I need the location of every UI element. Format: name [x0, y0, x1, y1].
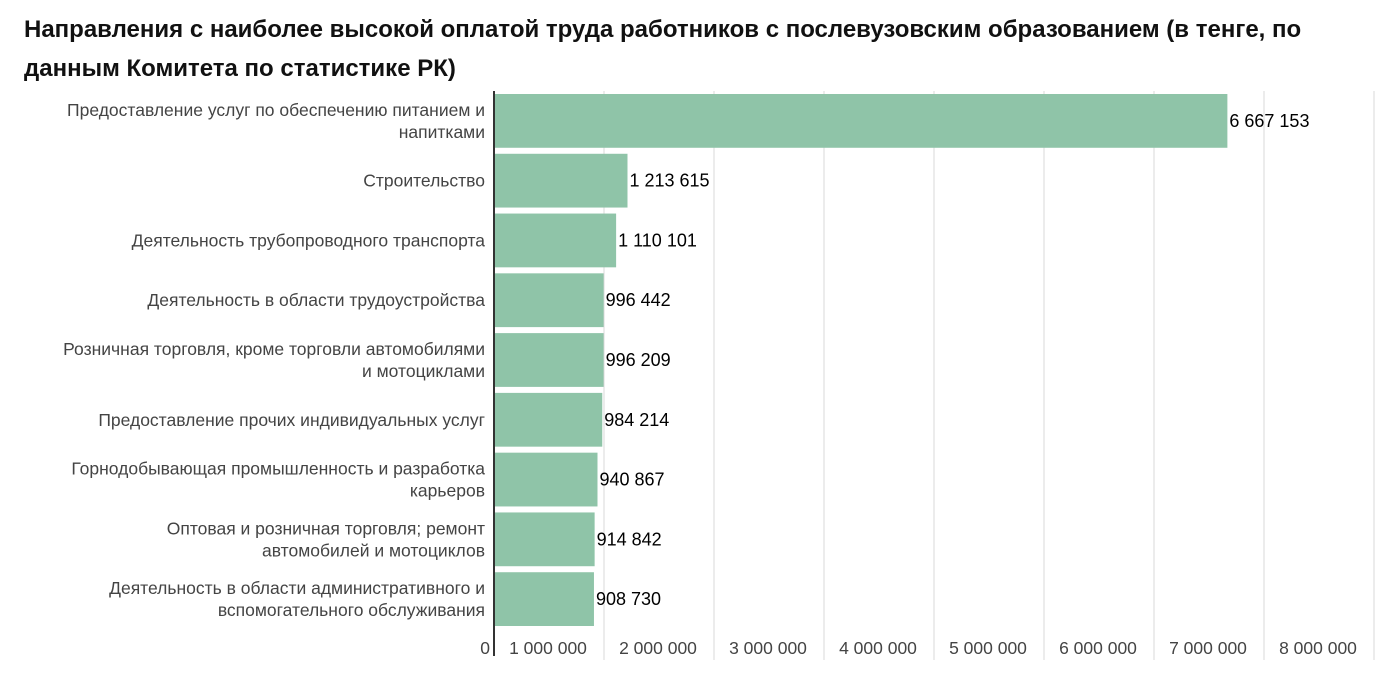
bar — [494, 392, 603, 447]
x-tick-label: 6 000 000 — [1059, 638, 1137, 658]
x-tick-label: 8 000 000 — [1279, 638, 1357, 658]
category-label: Деятельность в области трудоустройства — [147, 290, 485, 310]
data-label: 1 110 101 — [618, 230, 697, 250]
category-label: автомобилей и мотоциклов — [262, 540, 485, 560]
x-axis-ticks: 0 1 000 000 2 000 000 3 000 000 4 000 000 5 0… — [480, 638, 1357, 658]
category-label: вспомогательного обслуживания — [218, 600, 485, 620]
data-label: 914 842 — [597, 529, 662, 549]
bar — [494, 153, 628, 208]
data-label: 940 867 — [599, 470, 664, 490]
x-tick-label: 0 — [480, 638, 490, 658]
x-tick-label: 5 000 000 — [949, 638, 1027, 658]
category-labels: Предоставление услуг по обеспечению пита… — [63, 100, 485, 620]
x-tick-label: 2 000 000 — [619, 638, 697, 658]
category-label: Строительство — [363, 171, 485, 191]
category-label: Предоставление услуг по обеспечению пита… — [67, 100, 485, 120]
category-label: Розничная торговля, кроме торговли автом… — [63, 339, 485, 359]
data-label: 1 213 615 — [629, 171, 709, 191]
bar — [494, 94, 1228, 148]
bar — [494, 572, 594, 626]
bar — [494, 213, 617, 268]
category-label: Предоставление прочих индивидуальных усл… — [98, 410, 485, 430]
data-label: 6 667 153 — [1229, 111, 1309, 131]
bars — [494, 94, 1228, 626]
data-label: 908 730 — [596, 589, 661, 609]
bar — [494, 452, 598, 507]
data-label: 996 442 — [606, 290, 671, 310]
category-label: Горнодобывающая промышленность и разрабо… — [71, 459, 485, 479]
category-label: карьеров — [410, 481, 485, 501]
category-label: Деятельность трубопроводного транспорта — [132, 230, 486, 250]
bar — [494, 512, 595, 567]
category-label: и мотоциклами — [362, 361, 485, 381]
value-labels: 6 667 153 1 213 615 1 110 101 996 442 996 20… — [596, 111, 1310, 609]
x-tick-label: 4 000 000 — [839, 638, 917, 658]
x-tick-label: 1 000 000 — [509, 638, 587, 658]
data-label: 984 214 — [604, 410, 669, 430]
category-label: напитками — [399, 122, 485, 142]
x-tick-label: 3 000 000 — [729, 638, 807, 658]
category-label: Деятельность в области административного… — [109, 578, 485, 598]
bar — [494, 273, 604, 328]
category-label: Оптовая и розничная торговля; ремонт — [167, 518, 485, 538]
bar — [494, 333, 604, 387]
x-tick-label: 7 000 000 — [1169, 638, 1247, 658]
grid-lines — [603, 91, 1375, 660]
data-label: 996 209 — [606, 350, 671, 370]
chart-title: Направления с наиболее высокой оплатой т… — [24, 16, 1302, 82]
